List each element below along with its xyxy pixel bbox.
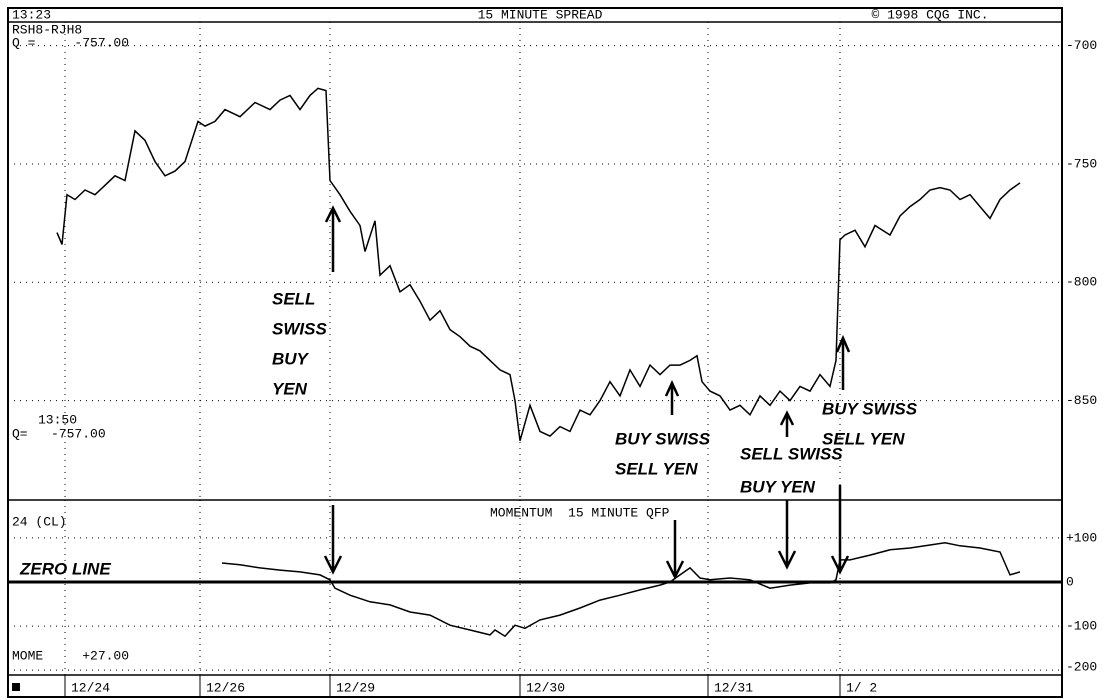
y-tick-label: -200: [1066, 659, 1097, 674]
readout: 24 (CL): [12, 514, 67, 529]
y-tick-label: -750: [1066, 156, 1097, 171]
readout: Q= -757.00: [12, 426, 106, 441]
annotation: BUY: [272, 349, 310, 368]
annotation: SWISS: [272, 319, 327, 338]
annotation: SELL YEN: [615, 459, 698, 478]
annotation: SELL YEN: [822, 429, 905, 448]
arrow: [324, 205, 342, 272]
readout: Q = -757.00: [12, 35, 129, 50]
annotation: SELL: [272, 289, 315, 308]
x-tick-label: 1/ 2: [846, 680, 877, 695]
frame: [7, 7, 1063, 698]
arrow: [830, 485, 850, 575]
readout: MOME +27.00: [12, 648, 129, 663]
annotation: BUY SWISS: [822, 399, 918, 418]
arrows: [323, 205, 851, 580]
data-line: [56, 87, 1021, 442]
chart-title: 15 MINUTE SPREAD: [478, 7, 603, 22]
annotation: ZERO LINE: [19, 559, 111, 578]
time: 13:23: [12, 7, 51, 22]
annotation: BUY YEN: [740, 477, 816, 496]
arrow: [323, 505, 343, 575]
corner-box: [12, 683, 20, 691]
annotation: YEN: [272, 379, 308, 398]
y-tick-label: -100: [1066, 619, 1097, 634]
x-tick-label: 12/26: [206, 680, 245, 695]
arrow: [777, 500, 797, 570]
readout: RSH8-RJH8: [12, 22, 82, 37]
readout: 13:50: [38, 412, 77, 427]
y-tick-label: +100: [1066, 530, 1097, 545]
x-tick-label: 12/29: [336, 680, 375, 695]
y-tick-label: -850: [1066, 393, 1097, 408]
x-tick-label: 12/30: [526, 680, 565, 695]
arrow: [835, 334, 851, 390]
annotation: BUY SWISS: [615, 429, 711, 448]
x-tick-label: 12/31: [714, 680, 753, 695]
data-line: [221, 542, 1021, 638]
arrow: [664, 380, 680, 415]
y-tick-label: 0: [1066, 574, 1074, 589]
annotation: SELL SWISS: [740, 444, 843, 463]
x-tick-label: 12/24: [71, 680, 110, 695]
copyright: © 1998 CQG INC.: [871, 7, 988, 22]
y-tick-label: -700: [1066, 38, 1097, 53]
arrow: [779, 410, 795, 437]
y-tick-label: -800: [1066, 275, 1097, 290]
arrow: [665, 520, 685, 580]
panel-title: MOMENTUM 15 MINUTE QFP: [490, 505, 670, 520]
